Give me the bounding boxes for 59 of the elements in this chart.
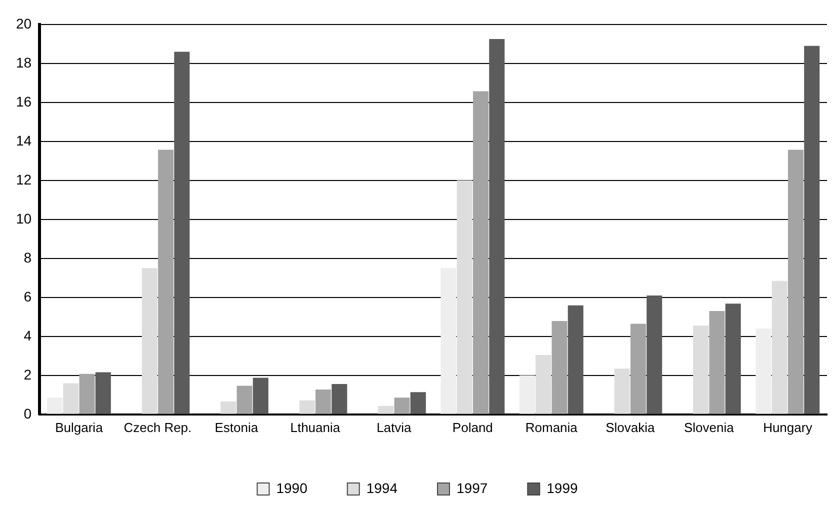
bar [440,268,456,414]
bar [519,375,535,414]
bar [725,304,741,414]
x-tick-label: Bulgaria [55,420,104,435]
y-tick-label: 18 [16,54,32,70]
bar [536,354,552,414]
bar [95,372,111,414]
y-tick-label: 4 [24,327,32,344]
bar [788,150,804,414]
bar [158,150,174,414]
y-tick-label: 12 [16,171,32,188]
bar [614,368,630,414]
bar [236,386,252,414]
legend-label: 1994 [366,480,398,496]
bar [630,324,646,414]
bar [378,406,394,414]
y-tick-label: 6 [24,288,32,304]
x-tick-label: Estonia [214,420,259,435]
x-tick-label: Latvia [376,420,412,435]
y-tick-label: 16 [16,93,32,110]
bar [46,398,62,414]
bar [220,401,236,414]
legend-label: 1990 [276,480,308,496]
bar [756,328,772,414]
y-tick-label: 14 [16,132,32,148]
bar [174,52,190,414]
bar [772,280,788,414]
bar [299,400,315,414]
bar [252,378,268,414]
bar [472,91,488,414]
bar [489,39,505,414]
bar [410,392,426,414]
bar [552,320,568,414]
y-tick-label: 2 [24,366,32,382]
y-tick-label: 20 [16,15,32,32]
bar [394,398,410,414]
x-tick-label: Slovenia [684,420,735,435]
x-tick-label: Czech Rep. [124,420,192,435]
y-tick-label: 8 [24,249,32,266]
bar [646,295,662,414]
x-tick-label: Slovakia [606,420,656,435]
bar [315,389,331,414]
bar [332,384,348,414]
x-tick-label: Poland [452,420,493,435]
legend-label: 1997 [456,480,488,496]
bar [142,268,158,414]
bar [804,46,820,414]
bar [456,180,472,414]
x-tick-label: Hungary [763,420,813,435]
y-tick-label: 10 [16,210,32,226]
y-tick-label: 0 [24,405,32,422]
x-tick-label: Lthuania [290,420,341,435]
bar [709,311,725,414]
bar [568,305,584,414]
x-tick-label: Romania [525,420,578,435]
bar [693,326,709,414]
legend-label: 1999 [546,480,578,496]
bar [79,374,95,414]
bar [63,383,79,414]
